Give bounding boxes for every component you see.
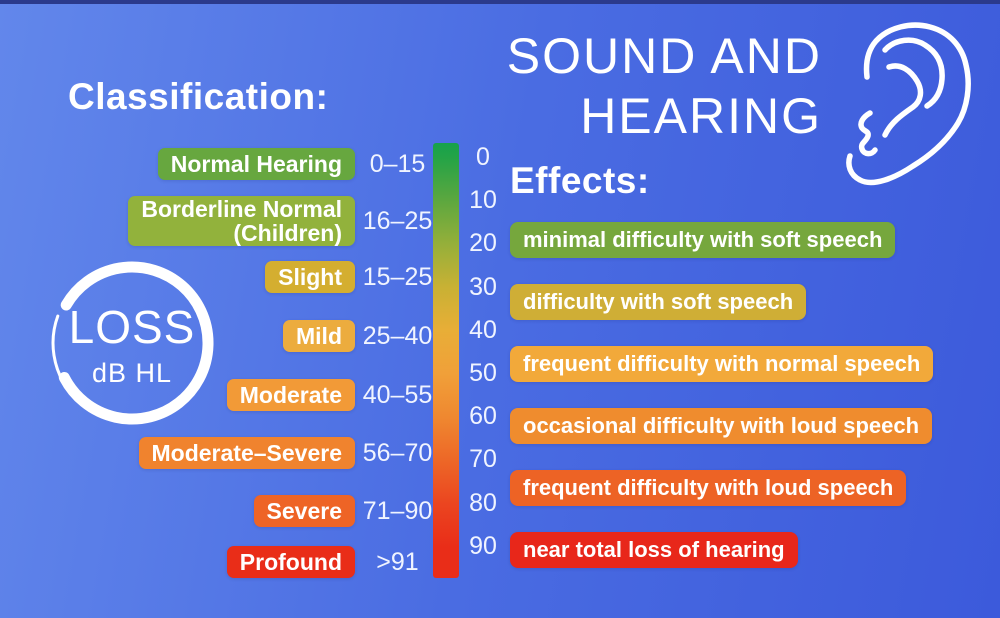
top-accent-bar: [0, 0, 1000, 4]
page-title-line1: SOUND AND: [506, 28, 822, 84]
loss-label: LOSS: [68, 301, 196, 353]
classification-label-wrap: Mild: [65, 320, 355, 352]
classification-label-wrap: Severe: [65, 495, 355, 527]
effect-label: frequent difficulty with loud speech: [510, 470, 907, 506]
loss-arc-icon: [51, 261, 214, 425]
scale-tick-label: 50: [469, 358, 497, 387]
scale-tick-label: 80: [469, 488, 497, 517]
classification-label: Profound: [226, 546, 355, 578]
classification-range: 40–55: [362, 380, 433, 409]
classification-heading: Classification:: [68, 76, 329, 117]
classification-range: 0–15: [369, 149, 426, 178]
classification-label: Moderate–Severe: [138, 437, 355, 469]
scale-tick-label: 40: [469, 315, 497, 344]
classification-row: Moderate 40–55: [65, 379, 440, 411]
classification-range: 71–90: [362, 496, 433, 525]
classification-label: Mild: [283, 320, 355, 352]
classification-range: >91: [376, 547, 419, 576]
scale-tick-label: 70: [469, 445, 497, 474]
scale-tick-label: 0: [476, 143, 490, 171]
classification-label-wrap: Slight: [65, 261, 355, 293]
classification-label-wrap: Normal Hearing: [65, 148, 355, 180]
loss-unit-label: dB HL: [91, 358, 173, 388]
classification-row: Normal Hearing 0–15: [65, 148, 440, 180]
classification-row: Mild 25–40: [65, 320, 440, 352]
classification-label: Slight: [265, 261, 355, 293]
scale-tick-label: 90: [469, 531, 497, 560]
effect-label: frequent difficulty with normal speech: [510, 346, 934, 382]
classification-label-wrap: Moderate–Severe: [65, 437, 355, 469]
classification-list: Normal Hearing 0–15 Borderline Normal (Chi…: [65, 0, 440, 618]
effects-heading: Effects:: [510, 160, 650, 201]
classification-row: Severe 71–90: [65, 495, 440, 527]
classification-label: Severe: [253, 495, 355, 527]
classification-label-wrap: Borderline Normal (Children): [65, 196, 355, 246]
classification-label: Borderline Normal (Children): [128, 196, 355, 246]
classification-label: Normal Hearing: [157, 148, 355, 180]
effects-list: minimal difficulty with soft speech diffi…: [510, 222, 934, 568]
classification-range: 25–40: [362, 321, 433, 350]
classification-range: 56–70: [362, 438, 433, 467]
classification-range: 16–25: [362, 206, 433, 235]
scale-tick-label: 10: [469, 186, 497, 215]
scale-tick-label: 20: [469, 229, 497, 258]
page-title: SOUND AND HEARING: [480, 26, 822, 146]
classification-row: Borderline Normal (Children) 16–25: [65, 196, 440, 246]
scale-tick-label: 60: [469, 402, 497, 431]
page-title-line2: HEARING: [580, 88, 822, 144]
db-scale-gradient-bar: [433, 143, 459, 578]
classification-range: 15–25: [362, 262, 433, 291]
classification-label: Moderate: [226, 379, 355, 411]
effect-label: minimal difficulty with soft speech: [510, 222, 896, 258]
effect-label: occasional difficulty with loud speech: [510, 408, 933, 444]
scale-tick-label: 30: [469, 272, 497, 301]
effect-label: difficulty with soft speech: [510, 284, 807, 320]
classification-label-wrap: Moderate: [65, 379, 355, 411]
ear-icon: [846, 22, 971, 186]
classification-row: Slight 15–25: [65, 261, 440, 293]
classification-row: Profound >91: [65, 546, 440, 578]
classification-label-wrap: Profound: [65, 546, 355, 578]
effect-label: near total loss of hearing: [510, 532, 798, 568]
classification-row: Moderate–Severe 56–70: [65, 437, 440, 469]
db-scale-ticks: 0 10 20 30 40 50 60 70 80 90: [461, 143, 505, 560]
